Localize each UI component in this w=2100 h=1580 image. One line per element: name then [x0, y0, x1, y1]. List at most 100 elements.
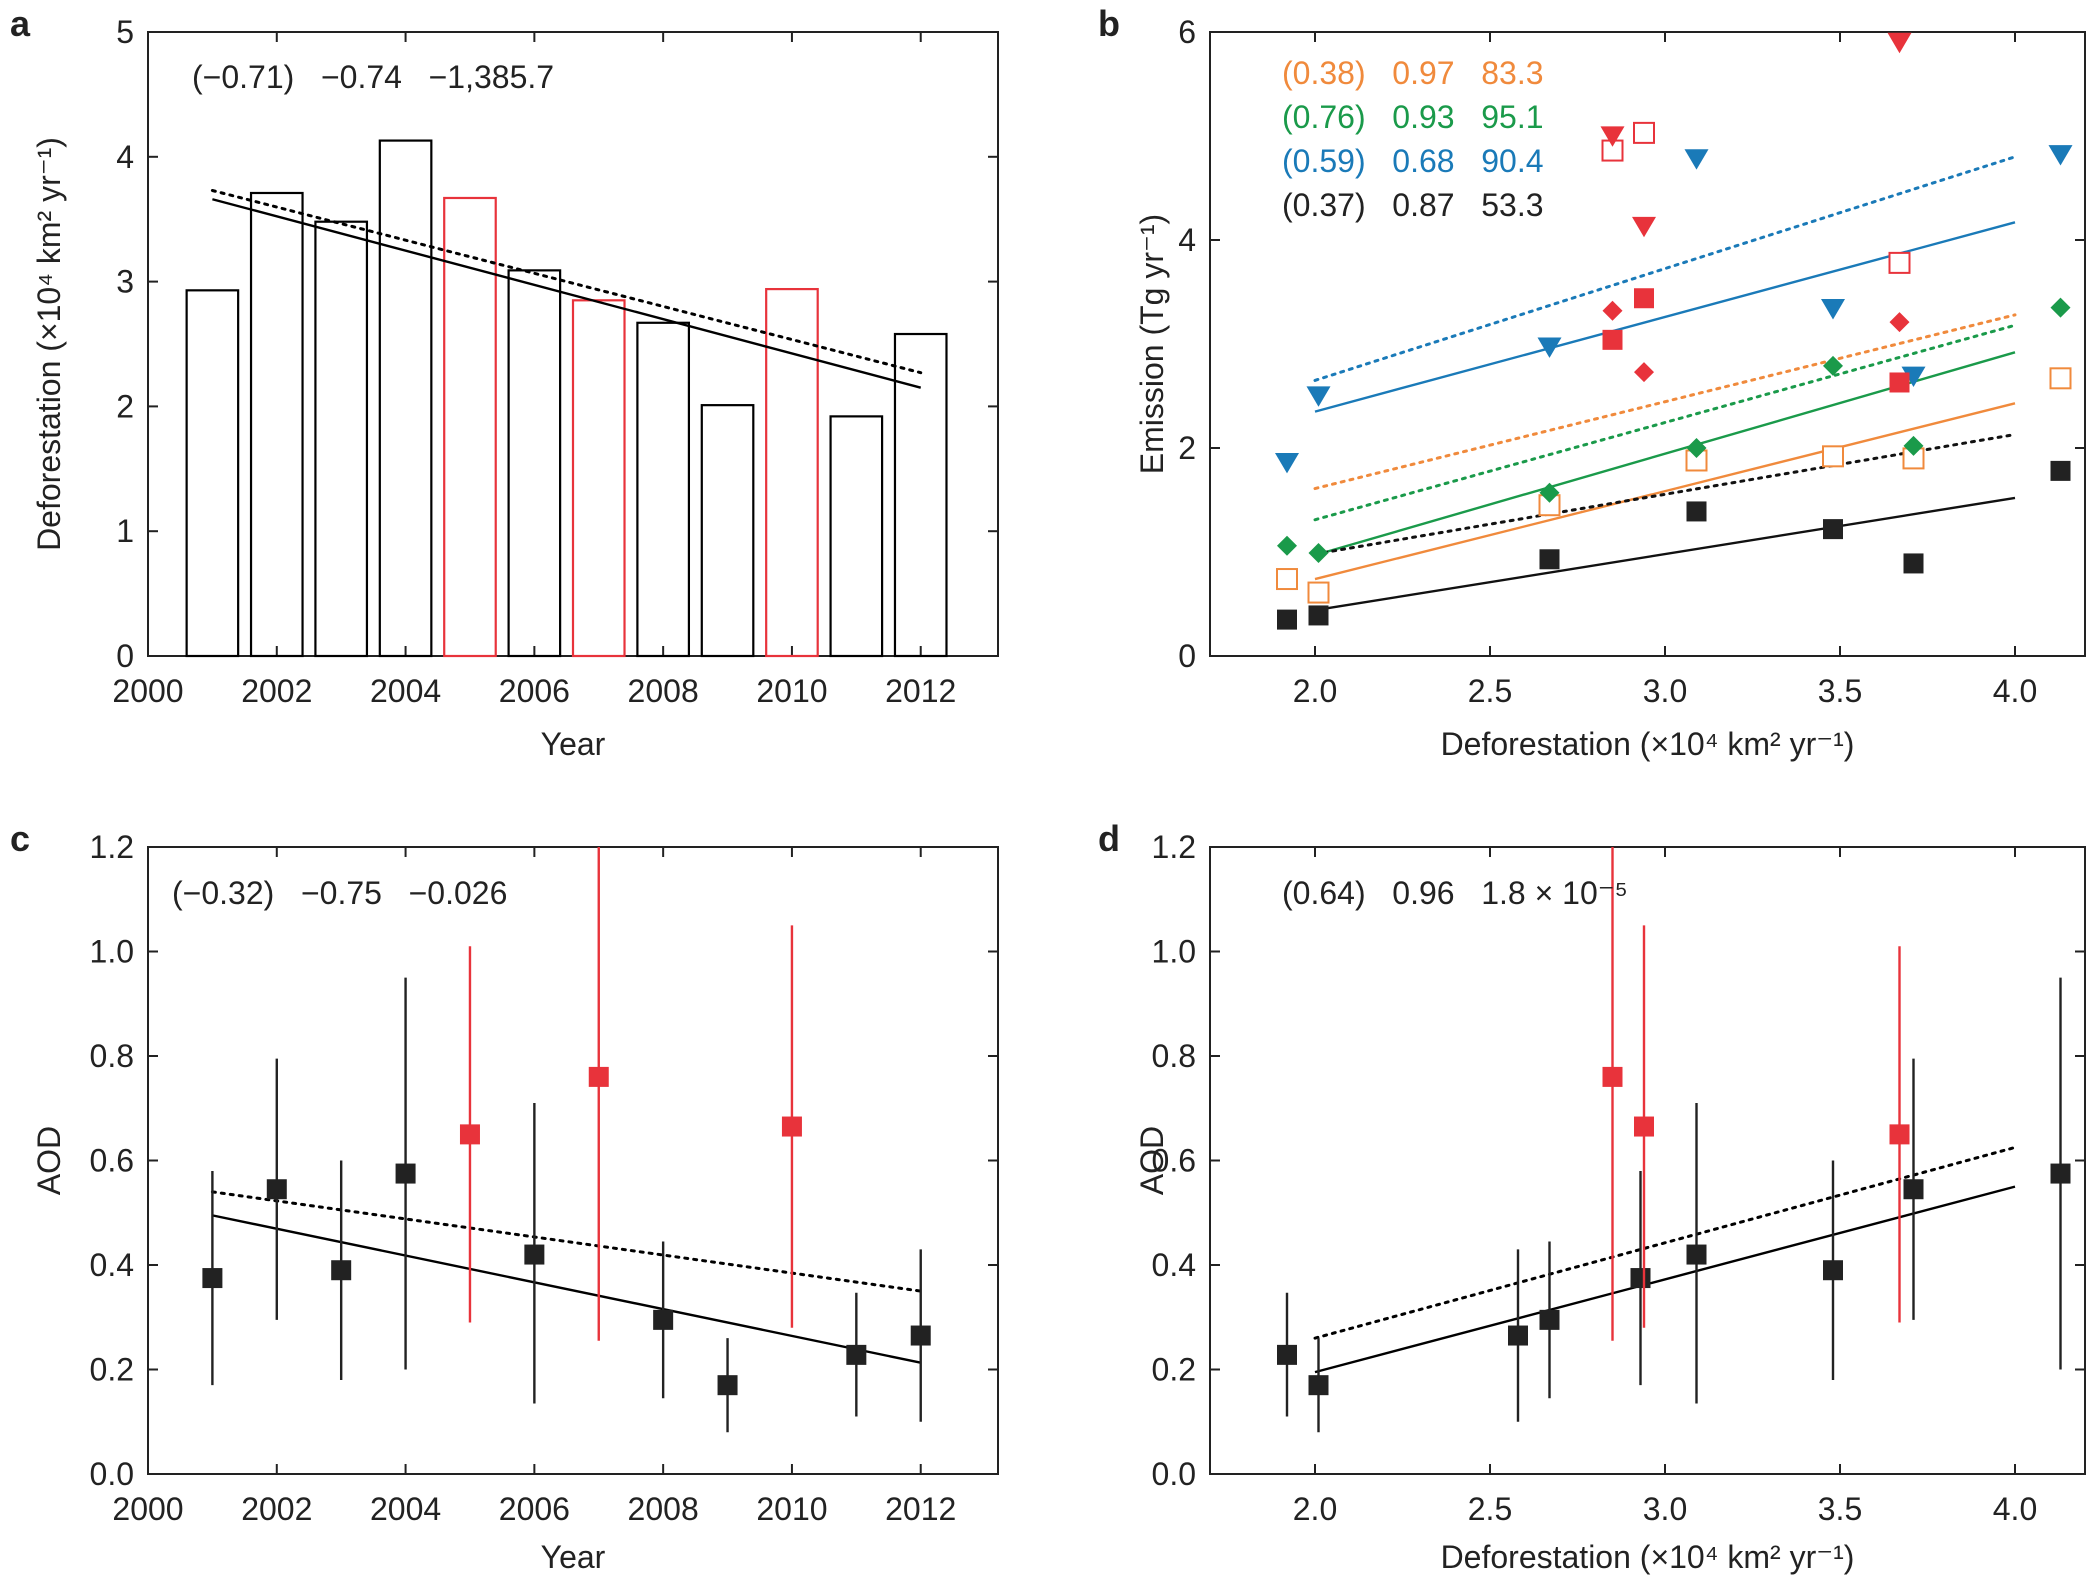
bar-2009: [700, 404, 755, 658]
point-red-3-67: [1889, 1124, 1910, 1145]
point-red-2010: [781, 1116, 802, 1137]
point-black-1-92: [1277, 609, 1297, 630]
point-black-2-67: [1539, 1309, 1560, 1330]
bar-2002: [249, 191, 304, 658]
y-tick-label: 0.6: [1152, 1143, 1196, 1179]
point-orange-2-01: [1307, 581, 1330, 604]
point-black-2004: [395, 1163, 416, 1184]
x-tick-label: 2.0: [1293, 1491, 1337, 1527]
bar-2005: [443, 196, 497, 658]
x-tick-label: 2010: [756, 1491, 827, 1527]
y-tick-label: 1.2: [90, 829, 134, 865]
bar-2007: [571, 299, 626, 658]
fit-line-solid-0: [212, 198, 922, 389]
point-black-3-71: [1903, 1179, 1924, 1200]
y-tick-label: 0.0: [1152, 1456, 1196, 1492]
fit-line-dotted-1: [1313, 1145, 2017, 1340]
stats-annotation: (0.38) 0.97 83.3: [1282, 55, 1544, 91]
plot-frame: [147, 846, 999, 1475]
point-green-4-13: [2050, 297, 2071, 318]
panel-d: d 2.0 2.5 3.0 3.5 4.0 0.0 0.2 0.4 0.6 0.8 1.0 1.2 Def…: [1098, 818, 2086, 1575]
x-tick-label: 2.5: [1468, 1491, 1512, 1527]
y-tick-label: 1.0: [1152, 934, 1196, 970]
stats-annotation: (−0.32) −0.75 −0.026: [172, 875, 507, 911]
point-green-1-92: [1277, 535, 1297, 556]
x-tick-label: 2002: [241, 673, 312, 709]
panel-letter: a: [10, 3, 31, 44]
y-tick-label: 1.2: [1152, 829, 1196, 865]
plot-frame: [1209, 31, 2086, 657]
point-blue-3-48: [1821, 299, 1845, 320]
point-black-1-92: [1277, 1344, 1297, 1365]
point-orange-red-2-94: [1633, 121, 1655, 144]
x-tick-label: 2010: [756, 673, 827, 709]
point-black-2006: [524, 1244, 545, 1265]
bar-2011: [829, 415, 884, 658]
bar-2003: [314, 220, 369, 658]
x-axis-label: Deforestation (×10⁴ km² yr⁻¹): [1441, 726, 1855, 762]
y-tick-label: 0: [116, 638, 134, 674]
point-green-3-48: [1823, 355, 1843, 376]
x-tick-label: 2.0: [1293, 673, 1337, 709]
y-tick-label: 1: [116, 513, 134, 549]
point-black-2001: [202, 1268, 223, 1289]
y-tick-label: 1.0: [90, 934, 134, 970]
y-axis-label: Emission (Tg yr⁻¹): [1134, 214, 1170, 474]
fit-line-dotted-7: [1313, 432, 2017, 556]
stats-annotation: (−0.71) −0.74 −1,385.7: [192, 59, 554, 95]
y-tick-label: 6: [1178, 14, 1196, 50]
x-tick-label: 2000: [112, 1491, 183, 1527]
y-tick-label: 0.4: [90, 1247, 134, 1283]
point-red-2-94: [1634, 1116, 1654, 1137]
panel-letter: d: [1098, 818, 1120, 859]
point-black-3-71: [1903, 553, 1924, 574]
y-tick-label: 0.0: [90, 1456, 134, 1492]
x-tick-label: 2000: [112, 673, 183, 709]
fit-line-solid-6: [1314, 496, 2016, 612]
bar-2001: [185, 289, 240, 658]
point-blue-3-71: [1901, 366, 1926, 388]
x-axis-label: Year: [541, 726, 606, 762]
x-tick-label: 3.5: [1818, 1491, 1862, 1527]
x-tick-label: 2006: [499, 673, 570, 709]
fit-line-dotted-5: [1313, 313, 2017, 491]
point-green-3-71: [1903, 435, 1924, 456]
point-black-3-09: [1686, 1244, 1707, 1265]
panel-c: c 2000 2002 2004 2006 2008 2010 2012 0.0 0.2 0.4 0.…: [10, 818, 999, 1575]
stats-annotation: (0.64) 0.96 1.8 × 10⁻⁵: [1282, 875, 1628, 911]
bar-2004: [378, 139, 433, 658]
fit-line-dotted-1: [1313, 155, 2017, 382]
x-tick-label: 4.0: [1993, 1491, 2037, 1527]
y-tick-label: 0.2: [1152, 1352, 1196, 1388]
point-black-red-2-94: [1634, 288, 1654, 309]
y-tick-label: 5: [116, 14, 134, 50]
x-tick-label: 3.0: [1643, 673, 1687, 709]
point-red-2005: [459, 1124, 480, 1145]
plot-frame: [1209, 846, 2086, 1475]
y-tick-label: 3: [116, 264, 134, 300]
point-black-2002: [266, 1179, 287, 1200]
point-blue-red-2-85: [1600, 126, 1625, 147]
point-orange-3-48: [1822, 445, 1844, 468]
x-tick-label: 2012: [885, 1491, 956, 1527]
panel-b: b 2.0 2.5 3.0 3.5 4.0 0 2 4 6 Deforestation (×10⁴ …: [1098, 3, 2086, 762]
x-tick-label: 4.0: [1993, 673, 2037, 709]
y-axis-label: AOD: [31, 1126, 67, 1195]
point-black-2-01: [1308, 1375, 1329, 1396]
fit-line-solid-0: [212, 1214, 921, 1364]
point-blue-2-67: [1537, 337, 1562, 358]
y-tick-label: 0.2: [90, 1352, 134, 1388]
point-blue-red-3-67: [1887, 32, 1912, 54]
panel-letter: c: [10, 818, 30, 859]
y-axis-label: AOD: [1134, 1126, 1170, 1195]
y-tick-label: 2: [1178, 430, 1196, 466]
point-orange-red-3-67: [1888, 251, 1911, 274]
x-tick-label: 2008: [628, 1491, 699, 1527]
point-black-2009: [717, 1375, 738, 1396]
fit-line-solid-0: [1314, 1185, 2016, 1374]
point-black-2-67: [1539, 549, 1560, 570]
point-black-3-09: [1686, 501, 1707, 522]
stats-annotation: (0.37) 0.87 53.3: [1282, 187, 1544, 223]
